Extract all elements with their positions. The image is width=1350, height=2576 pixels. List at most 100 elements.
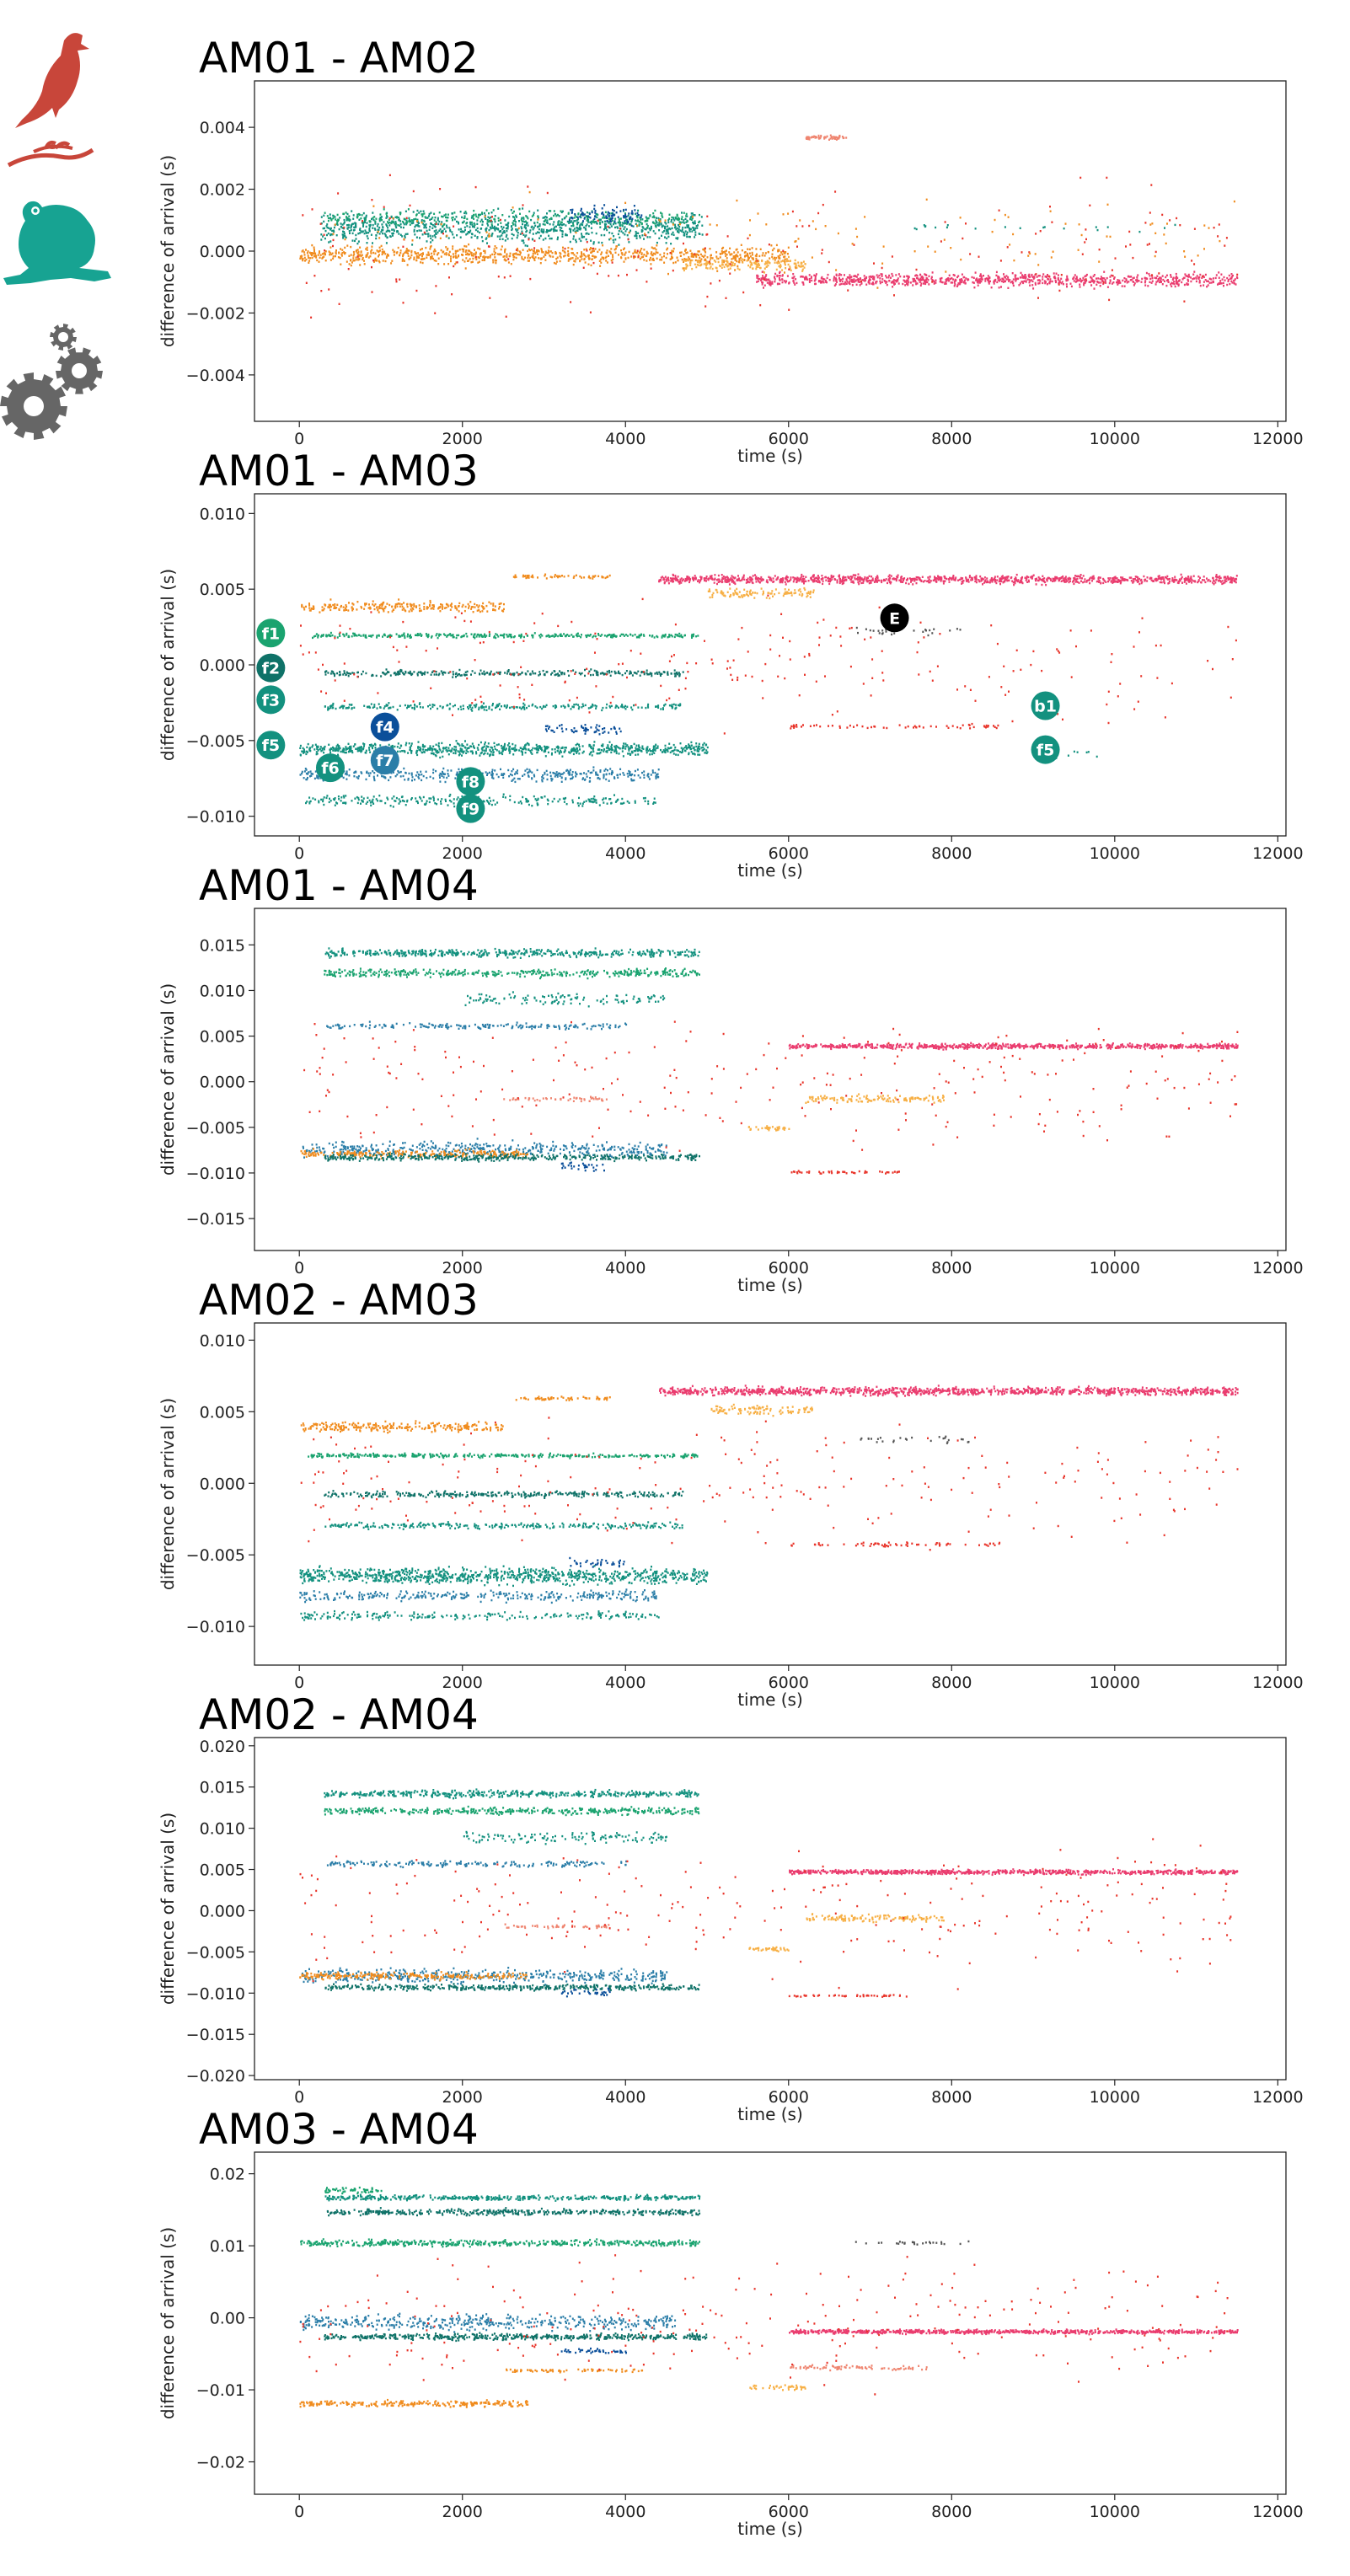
data-point (556, 726, 559, 730)
data-point (950, 277, 951, 281)
data-point (398, 218, 400, 221)
data-point (431, 224, 434, 227)
data-point (481, 610, 484, 613)
data-point (1058, 289, 1061, 292)
data-point (661, 256, 663, 259)
data-point (395, 278, 398, 281)
data-point (485, 217, 487, 220)
data-point (581, 672, 583, 675)
data-point (643, 238, 645, 240)
data-point (839, 280, 841, 282)
data-point (436, 633, 438, 635)
data-point (512, 223, 515, 226)
data-point (477, 230, 479, 233)
data-point (350, 254, 352, 256)
data-point (605, 260, 608, 262)
data-point (1065, 279, 1068, 282)
data-point (638, 223, 640, 226)
data-point (740, 256, 742, 259)
data-point (670, 257, 672, 260)
data-point (634, 249, 636, 252)
data-point (562, 246, 564, 249)
data-point (1215, 274, 1218, 276)
data-point (985, 277, 988, 280)
data-point (504, 219, 506, 222)
data-point (1007, 287, 1010, 289)
data-point (998, 209, 1000, 212)
data-point (668, 213, 671, 216)
data-point (351, 261, 353, 264)
data-point (478, 608, 480, 612)
data-point (330, 253, 333, 256)
data-point (599, 635, 602, 637)
data-point (472, 257, 474, 260)
data-point (404, 260, 405, 262)
data-point (671, 253, 672, 255)
data-point (462, 254, 464, 256)
data-point (557, 674, 560, 677)
data-point (404, 251, 406, 254)
data-point (638, 220, 640, 223)
data-point (364, 221, 367, 223)
data-point (329, 246, 332, 249)
data-point (561, 575, 563, 577)
data-point (701, 233, 704, 236)
data-point (850, 276, 853, 278)
data-point (498, 703, 501, 705)
data-point (460, 228, 463, 230)
data-point (543, 216, 545, 219)
data-point (586, 635, 588, 639)
data-point (606, 228, 608, 232)
data-point (633, 256, 635, 260)
data-point (612, 222, 614, 226)
data-point (657, 217, 660, 220)
data-point (430, 707, 431, 710)
data-point (686, 220, 688, 222)
data-point (389, 634, 391, 636)
data-point (879, 277, 881, 280)
data-point (747, 259, 749, 261)
data-point (351, 232, 354, 235)
data-point (581, 634, 582, 636)
data-point (726, 263, 728, 266)
data-point (503, 636, 506, 639)
data-point (655, 251, 657, 254)
data-point (779, 282, 781, 286)
data-point (656, 251, 659, 254)
data-point (1130, 278, 1133, 281)
data-point (321, 253, 324, 255)
data-point (493, 635, 496, 638)
data-point (1049, 206, 1051, 208)
data-point (482, 606, 484, 608)
data-point (765, 274, 768, 276)
data-point (307, 254, 309, 257)
data-point (365, 248, 367, 250)
data-point (888, 280, 891, 282)
data-point (823, 137, 826, 140)
data-point (944, 281, 946, 284)
data-point (383, 610, 385, 613)
data-point (398, 598, 400, 601)
data-point (341, 251, 344, 254)
data-point (587, 707, 590, 710)
data-point (421, 215, 424, 217)
data-point (779, 266, 781, 269)
data-point (431, 252, 433, 255)
data-point (479, 231, 481, 234)
data-point (504, 258, 506, 260)
data-point (672, 705, 674, 709)
data-point (1021, 274, 1023, 276)
data-point (850, 279, 853, 282)
data-point (1000, 286, 1002, 288)
data-point (961, 279, 963, 281)
data-point (751, 257, 753, 260)
data-point (954, 283, 956, 286)
data-point (345, 707, 347, 710)
data-point (499, 235, 501, 238)
data-point (318, 251, 320, 254)
data-point (972, 276, 975, 279)
data-point (356, 242, 359, 245)
data-point (608, 220, 611, 223)
data-point (670, 251, 672, 254)
data-point (516, 706, 518, 709)
